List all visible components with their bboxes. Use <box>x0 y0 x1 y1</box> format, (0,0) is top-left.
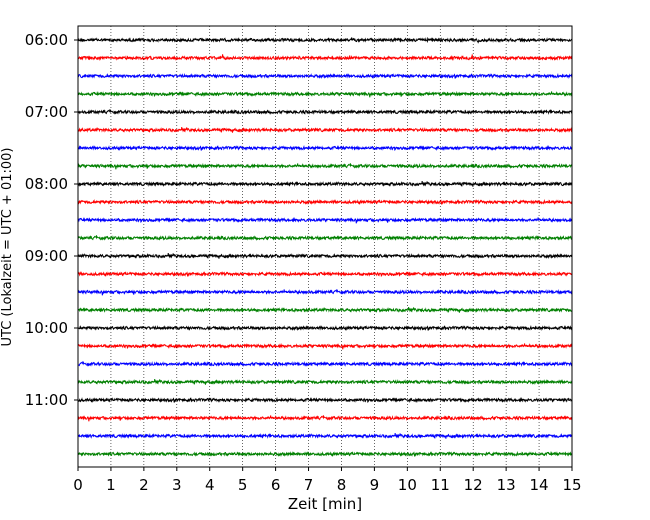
y-tick-label: 06:00 <box>25 31 68 49</box>
trace-lines <box>77 36 573 457</box>
x-tick-label: 12 <box>464 476 483 494</box>
x-tick-label: 2 <box>139 476 149 494</box>
trace-line <box>77 126 573 134</box>
trace-line <box>77 180 573 188</box>
x-tick-label: 10 <box>398 476 417 494</box>
x-tick-label: 3 <box>172 476 182 494</box>
x-tick-label: 5 <box>238 476 248 494</box>
x-tick-label: 7 <box>304 476 314 494</box>
y-tick-label: 07:00 <box>25 103 68 121</box>
trace-line <box>77 289 573 296</box>
trace-line <box>77 90 573 98</box>
x-tick-label: 15 <box>562 476 581 494</box>
y-axis-label: UTC (Lokalzeit = UTC + 01:00) <box>0 148 15 347</box>
y-tick-label: 11:00 <box>25 391 68 409</box>
trace-line <box>77 36 573 44</box>
trace-line <box>77 54 573 62</box>
trace-line <box>77 271 573 277</box>
x-axis-label: Zeit [min] <box>288 495 362 513</box>
trace-line <box>77 360 573 367</box>
x-ticks: 0 1 2 3 4 5 6 7 8 9 10 11 12 13 14 15 <box>73 467 582 494</box>
trace-line <box>77 162 573 170</box>
trace-line <box>77 432 573 440</box>
x-tick-label: 1 <box>106 476 116 494</box>
trace-line <box>77 199 573 206</box>
trace-line <box>77 216 573 224</box>
trace-line <box>77 306 573 314</box>
x-tick-label: 11 <box>431 476 450 494</box>
trace-line <box>77 342 573 350</box>
trace-line <box>77 397 573 403</box>
trace-line <box>77 325 573 331</box>
y-tick-label: 10:00 <box>25 319 68 337</box>
x-tick-label: 13 <box>497 476 516 494</box>
trace-line <box>77 252 573 260</box>
x-tick-label: 14 <box>530 476 549 494</box>
x-tick-label: 8 <box>337 476 347 494</box>
x-tick-label: 6 <box>271 476 281 494</box>
plot-frame <box>77 25 573 468</box>
trace-line <box>77 414 573 422</box>
trace-line <box>77 451 573 457</box>
y-ticks: 06:00 07:00 08:00 09:00 10:00 11:00 <box>25 31 78 409</box>
trace-line <box>77 145 573 151</box>
x-tick-label: 4 <box>205 476 215 494</box>
y-tick-label: 08:00 <box>25 175 68 193</box>
y-tick-label: 09:00 <box>25 247 68 265</box>
trace-line <box>77 108 573 115</box>
trace-line <box>77 234 573 241</box>
x-tick-label: 9 <box>370 476 380 494</box>
x-tick-label: 0 <box>73 476 83 494</box>
trace-line <box>77 73 573 79</box>
trace-line <box>77 378 573 386</box>
